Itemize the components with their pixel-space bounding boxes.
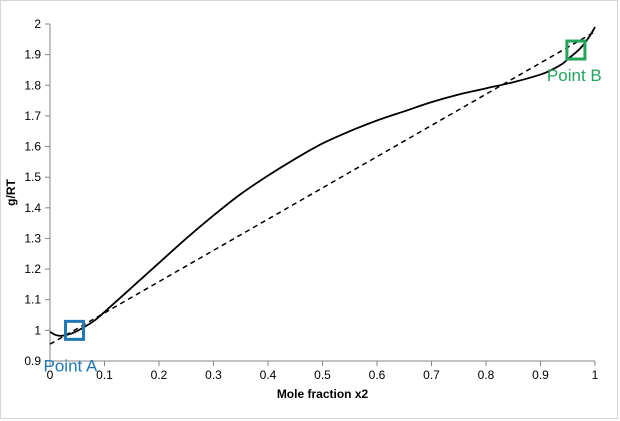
x-tick-label: 0.5	[314, 368, 331, 382]
y-axis-title: g/RT	[4, 179, 18, 206]
x-tick-label: 0.2	[151, 368, 168, 382]
point-label: Point A	[44, 356, 99, 375]
y-tick-label: 1.3	[24, 231, 41, 245]
y-tick-label: 1.4	[24, 201, 41, 215]
x-tick-label: 0.6	[369, 368, 386, 382]
x-tick-label: 1	[592, 368, 599, 382]
y-tick-label: 1.6	[24, 140, 41, 154]
free-energy-curve	[49, 26, 596, 337]
x-tick-label: 0.8	[478, 368, 495, 382]
x-tick-label: 0.9	[532, 368, 549, 382]
series-lines	[49, 26, 596, 345]
x-tick-label: 0.4	[260, 368, 277, 382]
y-tick-label: 1.7	[24, 109, 41, 123]
ticks: 0.9 1 1.1 1.2 1.3 1.4 1.5 1.6 1.7 1.8 1.9 2 0 0.1 0.2 0…	[24, 17, 598, 382]
y-tick-label: 1.5	[24, 170, 41, 184]
y-tick-label: 2	[34, 17, 41, 31]
point-marker	[64, 319, 86, 341]
y-tick-label: 0.9	[24, 354, 41, 368]
y-tick-label: 1.2	[24, 262, 41, 276]
x-tick-label: 0.3	[205, 368, 222, 382]
point-marker	[565, 39, 587, 61]
y-tick-label: 1.1	[24, 293, 41, 307]
axes	[49, 24, 595, 362]
y-tick-label: 1	[34, 323, 41, 337]
y-tick-label: 1.8	[24, 78, 41, 92]
x-tick-label: 0.1	[96, 368, 113, 382]
x-axis-title: Mole fraction x2	[277, 387, 369, 401]
y-tick-label: 1.9	[24, 48, 41, 62]
annotations: Point A Point B	[44, 39, 602, 375]
x-tick-label: 0.7	[423, 368, 440, 382]
point-label: Point B	[547, 66, 602, 85]
x-tick-label: 0	[47, 368, 54, 382]
tangent-line	[49, 31, 596, 345]
